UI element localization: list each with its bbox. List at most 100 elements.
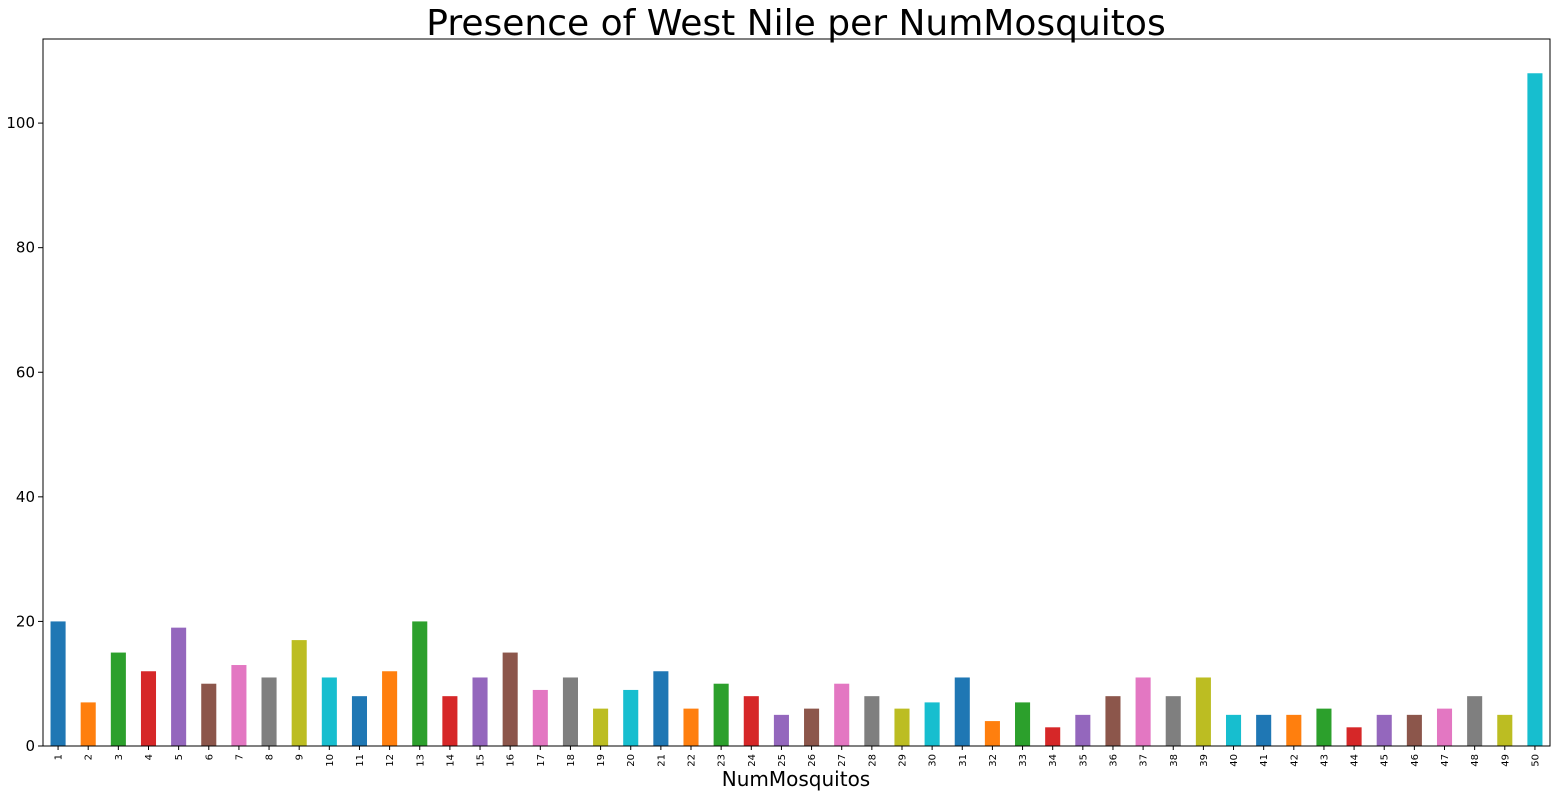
x-tick-label: 38 xyxy=(1169,754,1180,767)
bar-21 xyxy=(653,671,669,746)
bar-14 xyxy=(442,696,458,746)
x-tick-label: 18 xyxy=(566,754,577,767)
y-tick-label: 80 xyxy=(16,239,35,257)
bar-25 xyxy=(773,714,789,746)
bar-19 xyxy=(593,708,609,746)
chart-title: Presence of West Nile per NumMosquitos xyxy=(426,3,1165,44)
bar-41 xyxy=(1256,714,1272,746)
bar-27 xyxy=(834,683,850,746)
x-tick-label: 33 xyxy=(1018,754,1029,767)
x-tick-label: 11 xyxy=(355,754,366,767)
bar-2 xyxy=(80,702,96,746)
bar-43 xyxy=(1316,708,1332,746)
x-tick-label: 45 xyxy=(1380,754,1391,767)
bar-45 xyxy=(1376,714,1392,746)
x-tick-label: 50 xyxy=(1530,754,1541,767)
bar-5 xyxy=(171,627,187,746)
bar-16 xyxy=(502,652,518,746)
x-tick-label: 49 xyxy=(1500,754,1511,767)
bar-44 xyxy=(1346,727,1362,746)
x-tick-label: 23 xyxy=(717,754,728,767)
x-tick-label: 24 xyxy=(747,754,758,767)
plot-frame xyxy=(42,38,1551,747)
x-tick-label: 20 xyxy=(626,754,637,767)
y-tick-label: 100 xyxy=(6,114,35,132)
bar-31 xyxy=(954,677,970,746)
x-axis-label: NumMosquitos xyxy=(722,767,870,791)
x-tick-label: 6 xyxy=(204,754,215,760)
bar-24 xyxy=(743,696,759,746)
x-tick-label: 15 xyxy=(476,754,487,767)
x-tick-label: 32 xyxy=(988,754,999,767)
y-tick-label: 60 xyxy=(16,363,35,381)
bar-34 xyxy=(1045,727,1061,746)
x-tick-label: 13 xyxy=(415,754,426,767)
bar-17 xyxy=(532,689,548,746)
x-tick-label: 46 xyxy=(1410,754,1421,767)
x-tick-label: 35 xyxy=(1078,754,1089,767)
bar-33 xyxy=(1015,702,1031,746)
x-tick-label: 26 xyxy=(807,754,818,767)
bar-28 xyxy=(864,696,880,746)
x-tick-label: 27 xyxy=(837,754,848,767)
bar-4 xyxy=(140,671,157,746)
bar-37 xyxy=(1135,677,1151,746)
bar-1 xyxy=(50,621,66,746)
x-tick-label: 47 xyxy=(1440,754,1451,767)
bar-11 xyxy=(351,696,368,746)
bar-12 xyxy=(382,671,398,746)
bar-20 xyxy=(623,689,639,746)
y-tick-label: 0 xyxy=(25,737,35,755)
x-tick-label: 43 xyxy=(1319,754,1330,767)
bar-3 xyxy=(110,652,126,746)
bar-30 xyxy=(924,702,940,746)
x-tick-label: 39 xyxy=(1199,754,1210,767)
x-tick-label: 42 xyxy=(1289,754,1300,767)
x-tick-label: 25 xyxy=(777,754,788,767)
bar-42 xyxy=(1286,714,1302,746)
x-tick-label: 29 xyxy=(897,754,908,767)
bar-18 xyxy=(562,677,578,746)
x-tick-label: 4 xyxy=(144,754,155,760)
bar-38 xyxy=(1165,696,1181,746)
x-tick-label: 37 xyxy=(1139,754,1150,767)
x-tick-label: 9 xyxy=(295,754,306,760)
x-tick-label: 28 xyxy=(867,754,878,767)
x-tick-label: 19 xyxy=(596,754,607,767)
x-tick-label: 21 xyxy=(656,754,667,767)
x-tick-label: 12 xyxy=(385,754,396,767)
y-tick-label: 20 xyxy=(16,612,35,630)
bar-8 xyxy=(261,677,277,746)
bar-23 xyxy=(713,683,729,746)
bar-15 xyxy=(472,677,488,746)
x-tick-label: 22 xyxy=(687,754,698,767)
x-tick-label: 14 xyxy=(445,754,456,767)
x-tick-label: 8 xyxy=(265,754,276,760)
x-tick-label: 30 xyxy=(928,754,939,767)
x-tick-label: 44 xyxy=(1350,754,1361,767)
x-tick-label: 5 xyxy=(174,754,185,760)
x-tick-label: 48 xyxy=(1470,754,1481,767)
x-tick-label: 16 xyxy=(506,754,517,767)
bar-10 xyxy=(321,677,337,746)
x-tick-label: 3 xyxy=(114,754,125,760)
bar-9 xyxy=(291,640,307,746)
bar-7 xyxy=(231,665,247,746)
bar-26 xyxy=(804,708,820,746)
bar-39 xyxy=(1195,677,1211,746)
x-tick-label: 40 xyxy=(1229,754,1240,767)
x-tick-label: 17 xyxy=(536,754,547,767)
x-tick-label: 2 xyxy=(84,754,95,760)
bar-22 xyxy=(683,708,699,746)
bar-50 xyxy=(1527,73,1543,747)
x-tick-label: 1 xyxy=(54,754,65,760)
bar-6 xyxy=(201,683,217,746)
bar-48 xyxy=(1467,696,1483,746)
x-tick-label: 36 xyxy=(1108,754,1119,767)
x-tick-label: 34 xyxy=(1048,754,1059,767)
bar-29 xyxy=(894,708,910,746)
y-tick-label: 40 xyxy=(16,488,35,506)
bar-40 xyxy=(1225,714,1242,746)
